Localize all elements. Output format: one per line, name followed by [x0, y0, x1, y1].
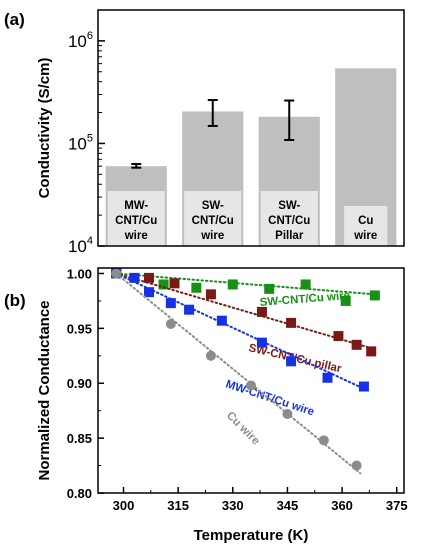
fit-line [115, 272, 376, 296]
data-point [184, 304, 195, 315]
bar-label-box [184, 191, 242, 246]
bar-label: CNT/Cu [115, 215, 157, 227]
x-tick-label: 345 [277, 498, 299, 513]
data-point [340, 295, 351, 306]
bar-label: Pillar [275, 230, 304, 242]
data-point [264, 283, 275, 294]
data-point [169, 278, 180, 289]
data-point [322, 372, 333, 383]
bar-label: wire [353, 230, 377, 242]
y-tick-label: 0.90 [67, 376, 92, 391]
y-tick-label: 0.95 [67, 321, 92, 336]
x-tick-label: 315 [167, 498, 189, 513]
data-point [227, 279, 238, 290]
data-point [300, 279, 311, 290]
x-tick-label: 330 [222, 498, 244, 513]
y-axis-title: Normalized Conductance [36, 300, 53, 480]
data-point [111, 268, 122, 279]
data-point [256, 337, 267, 348]
y-tick-base: 10 [68, 32, 87, 51]
y-tick-label: 0.80 [67, 486, 92, 501]
data-point [144, 272, 154, 283]
bar-label: wire [124, 230, 148, 242]
y-tick-label: 1.00 [67, 266, 92, 281]
y-tick-label: 104 [68, 235, 93, 256]
bar-label-box [260, 191, 318, 246]
y-tick-exponent: 5 [87, 132, 93, 144]
panel-label-b: (b) [4, 291, 26, 310]
data-point [165, 318, 176, 329]
data-point [351, 460, 362, 471]
y-tick-exponent: 4 [87, 235, 93, 247]
bar-label: CNT/Cu [192, 215, 234, 227]
data-point [318, 435, 329, 446]
y-tick-label: 0.85 [67, 431, 92, 446]
plot-frame [97, 9, 405, 247]
bar-label: SW- [202, 200, 224, 212]
bar-label-box [344, 206, 388, 246]
data-point [129, 272, 140, 283]
data-point [282, 408, 293, 419]
y-tick-exponent: 6 [87, 30, 93, 42]
bar-label-box [107, 191, 165, 246]
bar-label: CNT/Cu [268, 215, 310, 227]
y-tick-label: 105 [68, 132, 93, 153]
bar-label: MW- [124, 200, 148, 212]
fit-line [115, 272, 365, 390]
data-point [205, 350, 216, 361]
panel-a-bar-chart: (a) MW- CNT/Cu wire SW- CNT/Cu wire SW- CNT/Cu Pi… [4, 9, 405, 256]
data-point [246, 380, 256, 391]
bar-label: wire [200, 230, 224, 242]
data-point [216, 315, 227, 326]
x-axis-title: Temperature (K) [194, 527, 309, 544]
data-point [351, 339, 362, 350]
data-point [286, 356, 297, 367]
x-tick-label: 300 [113, 498, 135, 513]
y-tick-base: 10 [68, 134, 87, 153]
panel-label-a: (a) [4, 10, 25, 29]
bar-label: Cu [358, 215, 373, 227]
data-point [158, 279, 169, 290]
plot-frame [97, 267, 405, 494]
data-point [165, 298, 176, 309]
fit-line [115, 272, 373, 350]
data-point [144, 287, 154, 298]
y-axis-title: Conductivity (S/cm) [36, 58, 53, 199]
data-point [333, 331, 344, 342]
x-tick-label: 375 [386, 498, 408, 513]
y-tick-base: 10 [68, 237, 87, 256]
data-point [366, 346, 377, 357]
data-point [286, 317, 297, 328]
bar-label: SW- [278, 200, 300, 212]
data-point [256, 306, 267, 317]
data-point [191, 282, 202, 293]
x-tick-label: 360 [331, 498, 353, 513]
y-tick-label: 106 [68, 30, 93, 51]
data-point [205, 289, 216, 300]
series-label: Cu wire [224, 410, 262, 448]
data-point [369, 290, 380, 301]
data-point [358, 381, 369, 392]
